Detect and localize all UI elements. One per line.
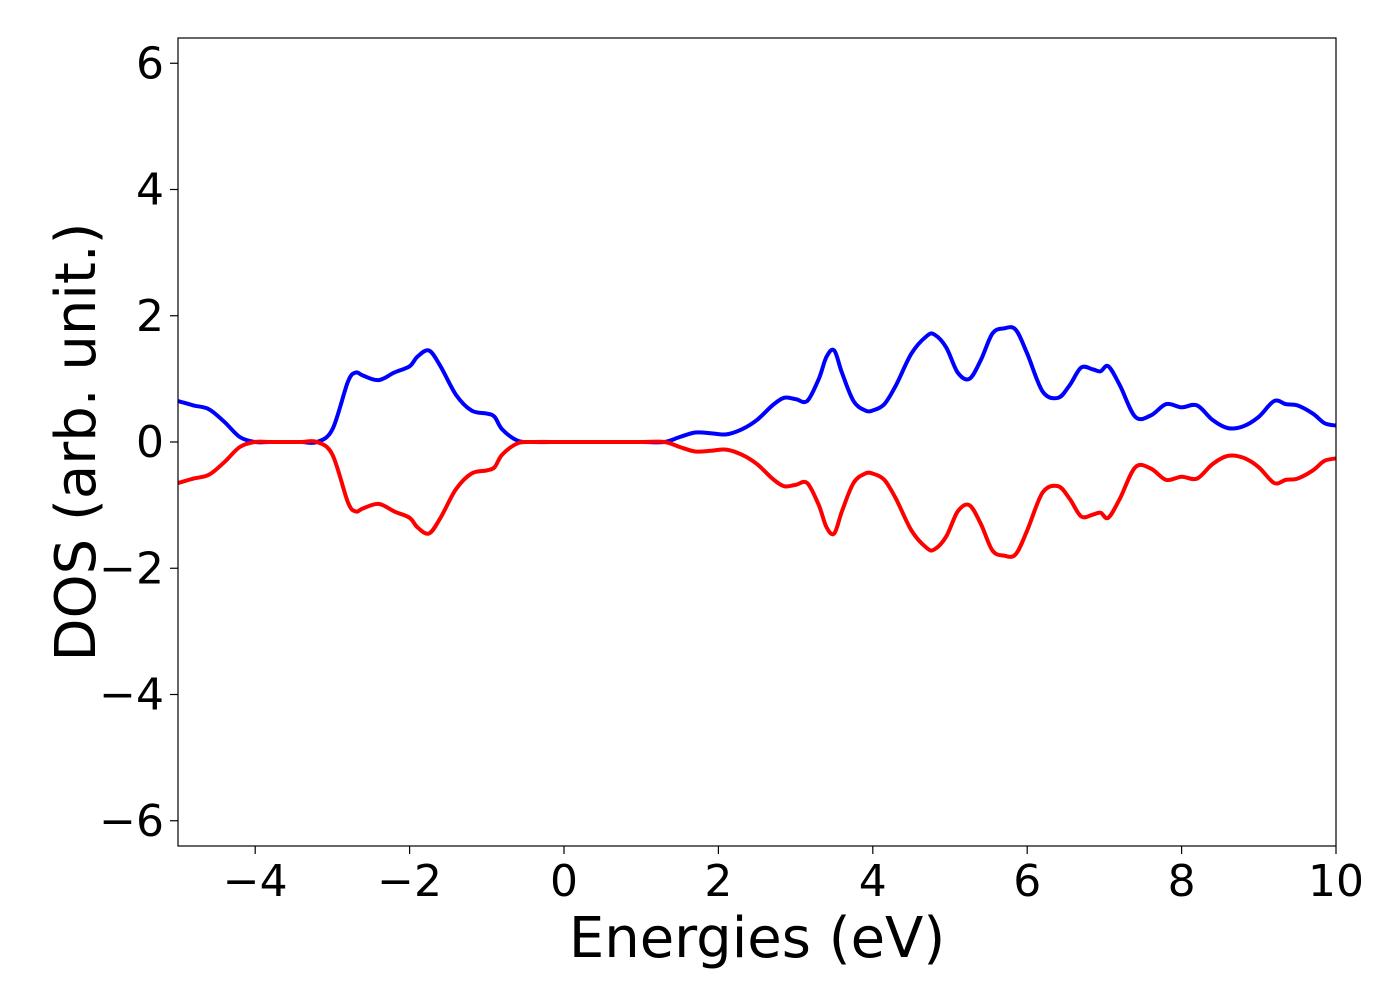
- y-tick-label: 6: [136, 38, 164, 89]
- y-tick-label: −4: [99, 670, 164, 721]
- x-axis: −4 −2 0 2 4 6 8 10: [223, 846, 1364, 907]
- x-tick-label: 10: [1308, 856, 1364, 907]
- series-line-red: [178, 439, 1336, 559]
- x-tick-label: 8: [1168, 856, 1196, 907]
- y-tick-label: −6: [99, 796, 164, 847]
- plot-frame: [177, 37, 1337, 847]
- y-tick-label: 0: [136, 417, 164, 468]
- x-tick-label: 2: [704, 856, 732, 907]
- y-tick-label: −2: [99, 543, 164, 594]
- y-axis: −6 −4 −2 0 2 4 6: [99, 38, 178, 847]
- series-line-blue: [178, 325, 1336, 445]
- y-tick-label: 2: [136, 291, 164, 342]
- x-tick-label: 6: [1013, 856, 1041, 907]
- x-tick-label: −4: [223, 856, 288, 907]
- x-axis-title: Energies (eV): [569, 906, 945, 971]
- x-tick-label: −2: [377, 856, 442, 907]
- series-layer: [178, 325, 1336, 559]
- y-tick-label: 4: [136, 165, 164, 216]
- x-tick-label: 4: [859, 856, 887, 907]
- y-axis-title: DOS (arb. unit.): [44, 222, 109, 661]
- x-tick-label: 0: [550, 856, 578, 907]
